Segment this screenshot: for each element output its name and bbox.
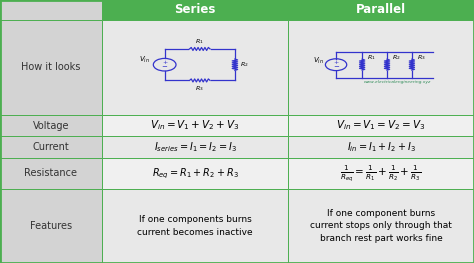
- Text: −: −: [162, 64, 168, 70]
- Bar: [102, 136, 288, 158]
- Bar: [288, 115, 474, 136]
- Bar: [102, 158, 288, 189]
- Text: If one components burns
current becomes inactive: If one components burns current becomes …: [137, 215, 253, 236]
- Text: Series: Series: [174, 3, 216, 17]
- Bar: [0, 0, 102, 20]
- Text: Resistance: Resistance: [25, 168, 77, 179]
- Bar: [288, 20, 474, 115]
- Bar: [102, 189, 288, 263]
- Text: +: +: [333, 60, 339, 65]
- Text: $R_3$: $R_3$: [417, 53, 426, 62]
- Text: $V_{in}$: $V_{in}$: [139, 55, 150, 65]
- Bar: [102, 0, 288, 20]
- Text: www.electricalengineering.xyz: www.electricalengineering.xyz: [364, 80, 431, 84]
- Bar: [288, 0, 474, 20]
- Bar: [288, 189, 474, 263]
- Text: $R_3$: $R_3$: [195, 84, 204, 93]
- Text: Current: Current: [33, 142, 69, 153]
- Bar: [0, 158, 102, 189]
- Text: −: −: [333, 64, 339, 70]
- Text: +: +: [162, 60, 167, 65]
- Text: $V_{in} = V_1 + V_2 + V_3$: $V_{in} = V_1 + V_2 + V_3$: [150, 119, 240, 133]
- Text: Parallel: Parallel: [356, 3, 406, 17]
- Text: $I_{series} = I_1 = I_2 = I_3$: $I_{series} = I_1 = I_2 = I_3$: [154, 140, 237, 154]
- Bar: [288, 158, 474, 189]
- Bar: [0, 136, 102, 158]
- Text: $\frac{1}{R_{eq}} = \frac{1}{R_1} + \frac{1}{R_2} + \frac{1}{R_3}$: $\frac{1}{R_{eq}} = \frac{1}{R_1} + \fra…: [340, 163, 422, 184]
- Bar: [102, 20, 288, 115]
- Text: $R_{eq} = R_1 + R_2 + R_3$: $R_{eq} = R_1 + R_2 + R_3$: [152, 166, 238, 181]
- Text: $V_{in}$: $V_{in}$: [313, 56, 324, 66]
- Bar: [288, 136, 474, 158]
- Bar: [0, 20, 102, 115]
- Text: $R_1$: $R_1$: [195, 37, 204, 46]
- Bar: [0, 115, 102, 136]
- Text: $V_{in} = V_1 = V_2 = V_3$: $V_{in} = V_1 = V_2 = V_3$: [337, 119, 426, 133]
- Text: Features: Features: [30, 221, 72, 231]
- Text: $R_2$: $R_2$: [240, 60, 249, 69]
- Text: If one component burns
current stops only through that
branch rest part works fi: If one component burns current stops onl…: [310, 209, 452, 243]
- Bar: [102, 115, 288, 136]
- Text: $I_{in} = I_1 + I_2 + I_3$: $I_{in} = I_1 + I_2 + I_3$: [346, 140, 416, 154]
- Text: How it looks: How it looks: [21, 62, 81, 72]
- Text: Voltage: Voltage: [33, 120, 69, 131]
- Text: $R_2$: $R_2$: [392, 53, 401, 62]
- Bar: [0, 189, 102, 263]
- Text: $R_1$: $R_1$: [367, 53, 376, 62]
